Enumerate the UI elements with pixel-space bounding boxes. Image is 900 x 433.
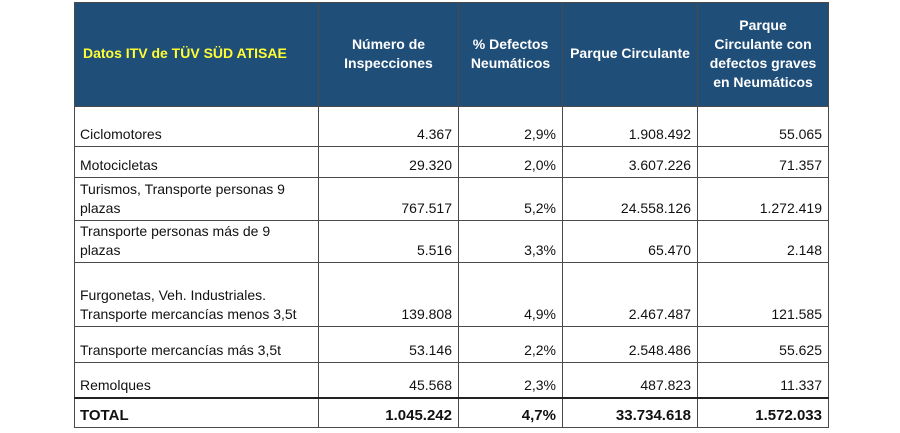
header-row: Datos ITV de TÜV SÜD ATISAE Número de In… bbox=[74, 2, 829, 107]
total-label: TOTAL bbox=[74, 396, 319, 428]
cell-inspections: 45.568 bbox=[318, 362, 459, 398]
total-defect-percent: 4,7% bbox=[458, 396, 563, 428]
total-fleet: 33.734.618 bbox=[562, 396, 698, 428]
cell-defect-percent: 2,3% bbox=[458, 362, 563, 398]
cell-inspections: 29.320 bbox=[318, 146, 459, 178]
total-row: TOTAL 1.045.242 4,7% 33.734.618 1.572.03… bbox=[74, 396, 829, 428]
total-fleet-severe: 1.572.033 bbox=[697, 396, 829, 428]
cell-fleet: 487.823 bbox=[562, 362, 698, 398]
row-label: Ciclomotores bbox=[74, 106, 319, 147]
cell-fleet: 24.558.126 bbox=[562, 177, 698, 221]
table-row: Turismos, Transporte personas 9 plazas 7… bbox=[74, 177, 829, 221]
header-defect-percent: % Defectos Neumáticos bbox=[458, 2, 563, 107]
cell-defect-percent: 5,2% bbox=[458, 177, 563, 221]
row-label: Transporte mercancías más 3,5t bbox=[74, 326, 319, 363]
header-fleet: Parque Circulante bbox=[562, 2, 698, 107]
cell-defect-percent: 2,0% bbox=[458, 146, 563, 178]
total-inspections: 1.045.242 bbox=[318, 396, 459, 428]
table-row: Remolques 45.568 2,3% 487.823 11.337 bbox=[74, 362, 829, 398]
cell-fleet-severe: 55.625 bbox=[697, 326, 829, 363]
cell-fleet: 1.908.492 bbox=[562, 106, 698, 147]
row-label: Turismos, Transporte personas 9 plazas bbox=[74, 177, 319, 221]
table-row: Furgonetas, Veh. Industriales. Transport… bbox=[74, 262, 829, 327]
header-source: Datos ITV de TÜV SÜD ATISAE bbox=[74, 2, 319, 107]
cell-defect-percent: 2,9% bbox=[458, 106, 563, 147]
table-row: Transporte personas más de 9 plazas 5.51… bbox=[74, 220, 829, 263]
cell-fleet-severe: 11.337 bbox=[697, 362, 829, 398]
cell-defect-percent: 3,3% bbox=[458, 220, 563, 263]
cell-fleet-severe: 1.272.419 bbox=[697, 177, 829, 221]
cell-inspections: 4.367 bbox=[318, 106, 459, 147]
header-inspections: Número de Inspecciones bbox=[318, 2, 459, 107]
itv-tire-defects-table: Datos ITV de TÜV SÜD ATISAE Número de In… bbox=[74, 2, 829, 428]
cell-fleet-severe: 55.065 bbox=[697, 106, 829, 147]
table-row: Ciclomotores 4.367 2,9% 1.908.492 55.065 bbox=[74, 106, 829, 147]
row-label: Motocicletas bbox=[74, 146, 319, 178]
table-row: Motocicletas 29.320 2,0% 3.607.226 71.35… bbox=[74, 146, 829, 178]
cell-inspections: 53.146 bbox=[318, 326, 459, 363]
row-label: Remolques bbox=[74, 362, 319, 398]
header-fleet-severe-defects: Parque Circulante con defectos graves en… bbox=[697, 2, 829, 107]
cell-inspections: 139.808 bbox=[318, 262, 459, 327]
cell-fleet-severe: 121.585 bbox=[697, 262, 829, 327]
cell-inspections: 767.517 bbox=[318, 177, 459, 221]
cell-defect-percent: 2,2% bbox=[458, 326, 563, 363]
cell-fleet-severe: 71.357 bbox=[697, 146, 829, 178]
cell-defect-percent: 4,9% bbox=[458, 262, 563, 327]
cell-fleet: 3.607.226 bbox=[562, 146, 698, 178]
cell-fleet: 65.470 bbox=[562, 220, 698, 263]
cell-fleet: 2.467.487 bbox=[562, 262, 698, 327]
cell-fleet-severe: 2.148 bbox=[697, 220, 829, 263]
table-row: Transporte mercancías más 3,5t 53.146 2,… bbox=[74, 326, 829, 363]
cell-fleet: 2.548.486 bbox=[562, 326, 698, 363]
cell-inspections: 5.516 bbox=[318, 220, 459, 263]
row-label: Furgonetas, Veh. Industriales. Transport… bbox=[74, 262, 319, 327]
row-label: Transporte personas más de 9 plazas bbox=[74, 220, 319, 263]
